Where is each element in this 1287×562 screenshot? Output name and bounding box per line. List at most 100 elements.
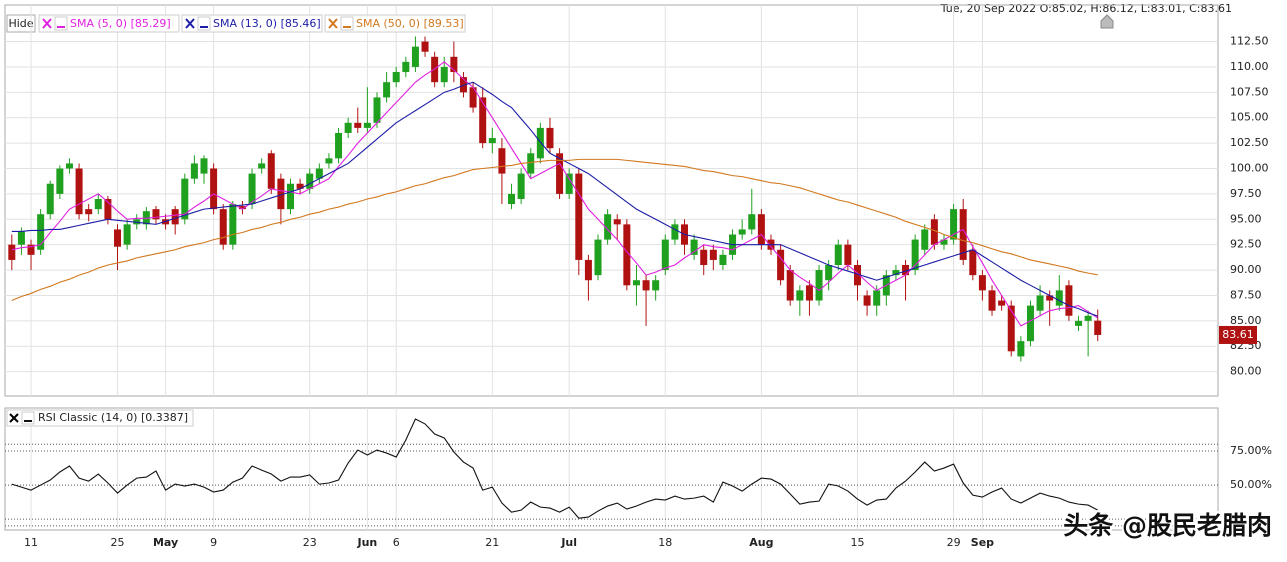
candle-body [344,122,352,133]
legend-swatch-box[interactable] [21,411,35,425]
candle-body [229,204,237,245]
hide-button-box[interactable] [6,14,36,33]
candle-body [65,163,73,169]
legend-swatch-box[interactable] [54,16,68,31]
x-tick-label: 29 [947,536,961,549]
candle-body [421,41,429,52]
candle-body [623,224,631,286]
legend-close-icon[interactable] [328,18,338,29]
candle-body [277,178,285,210]
candle-body [1055,290,1063,306]
candle-body [959,209,967,260]
candle-body [757,214,765,245]
candle-body [85,209,93,215]
candle-body [930,219,938,245]
candle-body [844,244,852,265]
legend-item[interactable]: RSI Classic (14, 0) [0.3387] [6,409,194,427]
legend-close-icon[interactable] [42,18,52,29]
candle-body [17,231,25,245]
candle-body [815,270,823,301]
legend-item[interactable]: SMA (5, 0) [85.29] [38,14,180,33]
candle-body [114,229,122,247]
candle-body [632,280,640,286]
legend-close-icon[interactable] [185,18,195,29]
scroll-up-icon[interactable] [1100,14,1114,29]
candle-body [921,229,929,250]
y-tick-label: 100.00 [1230,162,1269,175]
x-tick-label: 21 [485,536,499,549]
candle-body [469,87,477,108]
candle-body [46,183,54,215]
candle-body [950,209,958,240]
legend-item[interactable]: SMA (50, 0) [89.53] [324,14,466,33]
candle-body [258,163,266,169]
y-tick-label: 75.00% [1230,444,1272,457]
legend-close-icon[interactable] [9,413,19,423]
hide-button[interactable]: Hide [6,14,36,33]
x-tick-label: May [153,536,178,549]
candle-body [719,254,727,265]
candle-body [248,173,256,205]
candle-body [123,224,131,245]
candle-body [1046,295,1054,301]
candle-body [594,239,602,276]
x-tick-label: 15 [850,536,864,549]
candle-body [796,290,804,301]
candle-body [777,249,785,281]
y-tick-label: 87.50 [1230,288,1262,301]
y-tick-label: 107.50 [1230,85,1269,98]
candle-body [1007,305,1015,352]
candle-body [306,173,314,189]
legend-label[interactable]: RSI Classic (14, 0) [0.3387] [38,411,188,424]
candle-body [565,173,573,194]
candle-body [690,239,698,255]
candle-body [709,249,717,260]
legend-item[interactable]: SMA (13, 0) [85.46] [181,14,323,33]
candle-body [440,66,448,83]
y-tick-label: 102.50 [1230,136,1269,149]
legend-label[interactable]: SMA (5, 0) [85.29] [70,17,171,30]
y-tick-label: 110.00 [1230,60,1269,73]
candle-body [671,224,679,240]
candle-body [373,97,381,123]
x-tick-label: 18 [658,536,672,549]
candle-body [37,214,45,250]
candle-body [892,270,900,276]
candle-body [1036,295,1044,311]
candle-body [8,244,16,260]
legend-box[interactable] [181,14,323,33]
y-tick-label: 90.00 [1230,263,1262,276]
candle-body [517,173,525,199]
legend-label[interactable]: SMA (13, 0) [85.46] [213,17,321,30]
candle-body [902,264,910,276]
x-tick-label: 25 [111,536,125,549]
y-tick-label: 85.00 [1230,314,1262,327]
legend-box[interactable] [324,14,466,33]
candle-body [325,158,333,164]
hide-button-label[interactable]: Hide [8,17,33,30]
candle-body [940,239,948,245]
candle-body [200,158,208,174]
candle-body [75,168,83,215]
candle-body [652,280,660,291]
legend-box[interactable] [38,14,180,33]
candle-body [700,249,708,265]
candle-body [296,183,304,189]
y-tick-label: 95.00 [1230,212,1262,225]
candle-body [978,275,986,291]
y-tick-label: 97.50 [1230,187,1262,200]
legend-swatch-box[interactable] [340,16,354,31]
candle-body [911,239,919,271]
candle-body [335,132,343,159]
legend-label[interactable]: SMA (50, 0) [89.53] [356,17,464,30]
candle-body [1075,320,1083,326]
legend-box[interactable] [6,409,194,427]
legend-swatch-box[interactable] [197,16,211,31]
candle-body [969,249,977,276]
candle-body [181,178,189,220]
candle-body [1026,305,1034,342]
candle-body [661,239,669,271]
candle-body [315,168,323,179]
candle-body [152,209,160,220]
y-tick-label: 50.00% [1230,478,1272,491]
